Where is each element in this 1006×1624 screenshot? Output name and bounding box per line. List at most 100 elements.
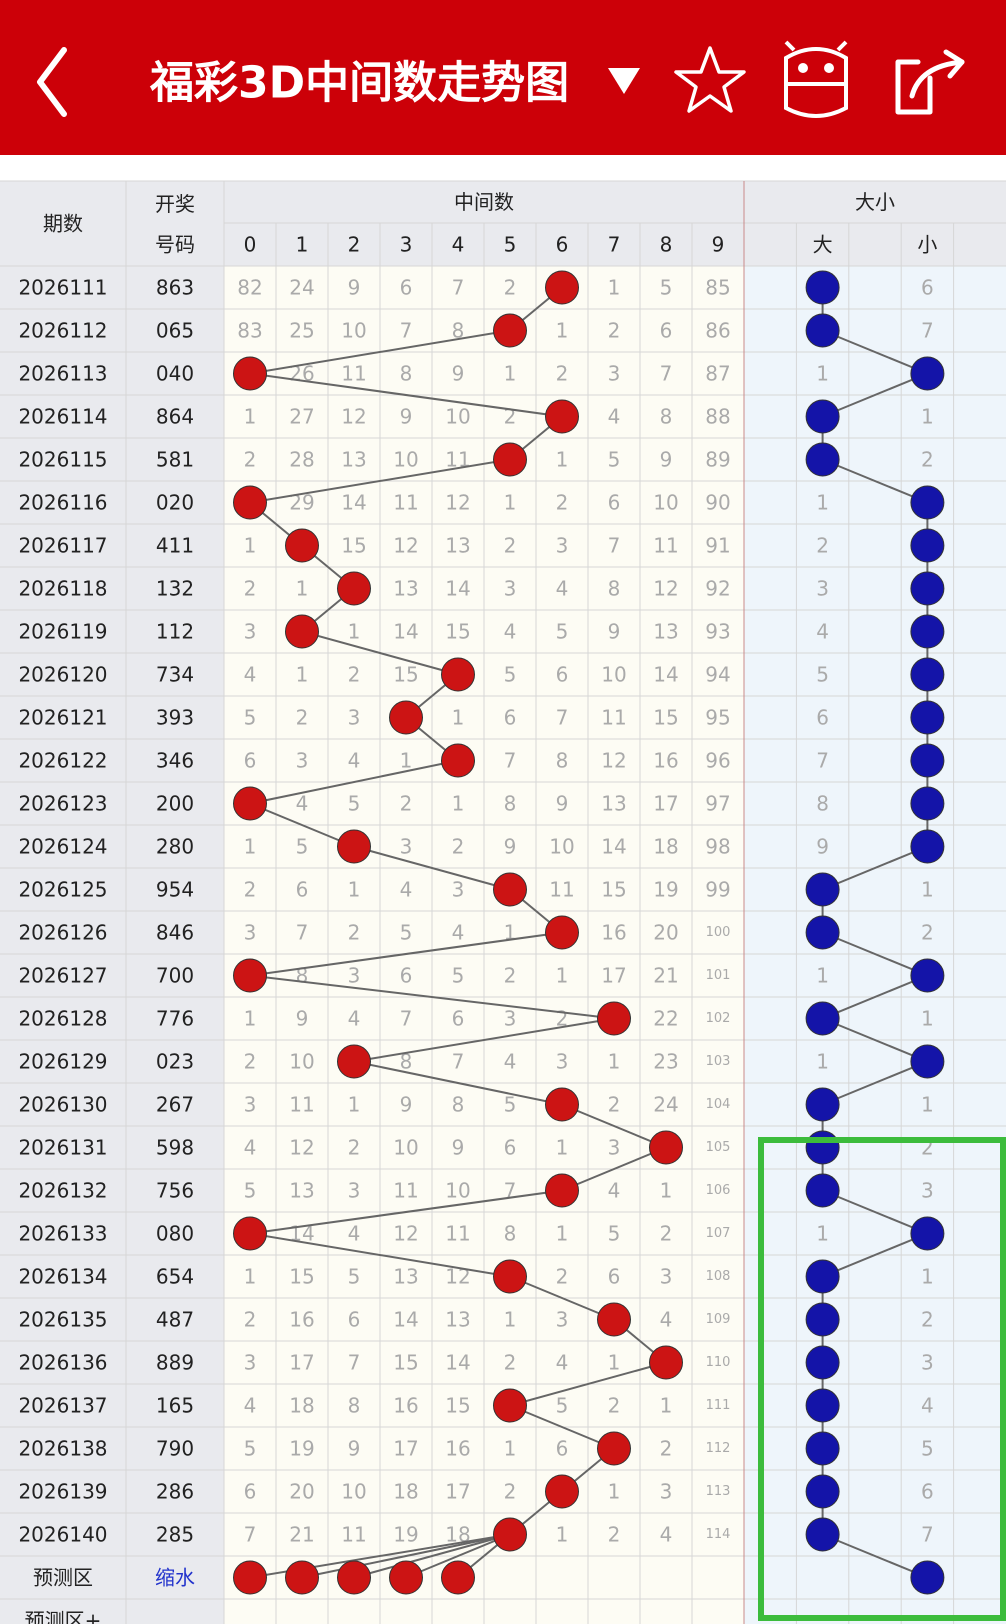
omission-count: 1	[348, 620, 361, 644]
back-button[interactable]	[37, 47, 67, 117]
omission-count: 7	[452, 1050, 465, 1074]
omission-count: 8	[816, 792, 829, 816]
omission-count: 103	[706, 1054, 731, 1069]
omission-count: 3	[348, 1179, 361, 1203]
size-ball	[805, 1001, 840, 1036]
omission-count: 5	[816, 663, 829, 687]
left-background	[0, 266, 224, 1624]
omission-count: 8	[504, 792, 517, 816]
digit-header: 8	[660, 233, 673, 257]
trend-line	[822, 329, 928, 375]
trend-line	[249, 931, 563, 977]
draw-number: 776	[156, 1007, 194, 1031]
omission-count: 3	[608, 362, 621, 386]
omission-count: 2	[452, 835, 465, 859]
omission-count: 18	[393, 1480, 418, 1504]
omission-count: 1	[244, 1007, 257, 1031]
omission-count: 7	[400, 319, 413, 343]
omission-count: 1	[608, 1050, 621, 1074]
omission-count: 2	[660, 1222, 673, 1246]
omission-count: 13	[445, 534, 470, 558]
omission-count: 14	[393, 1308, 418, 1332]
omission-count: 105	[706, 1140, 731, 1155]
draw-number: 346	[156, 749, 194, 773]
size-header: 小	[917, 233, 937, 257]
hit-ball	[337, 829, 371, 864]
hit-ball	[233, 356, 267, 391]
draw-number: 846	[156, 921, 194, 945]
omission-count: 19	[393, 1523, 418, 1547]
favorite-icon[interactable]	[674, 46, 746, 113]
omission-count: 3	[452, 878, 465, 902]
omission-count: 1	[556, 964, 569, 988]
omission-count: 3	[660, 1265, 673, 1289]
size-ball	[910, 528, 945, 563]
omission-count: 17	[445, 1480, 470, 1504]
trend-line	[405, 1533, 511, 1579]
title-dropdown[interactable]	[608, 68, 640, 94]
trend-line	[822, 458, 928, 504]
draw-number: 393	[156, 706, 194, 730]
omission-count: 2	[244, 1050, 257, 1074]
robot-icon[interactable]	[784, 40, 848, 118]
size-ball	[805, 1388, 840, 1423]
hit-ball	[337, 1044, 371, 1079]
size-ball	[910, 1216, 945, 1251]
size-ball	[805, 313, 840, 348]
omission-count: 16	[445, 1437, 470, 1461]
omission-count: 3	[504, 577, 517, 601]
omission-count: 9	[452, 362, 465, 386]
omission-count: 1	[660, 1394, 673, 1418]
size-ball	[805, 872, 840, 907]
omission-count: 6	[296, 878, 309, 902]
digit-header: 0	[244, 233, 257, 257]
omission-count: 87	[705, 362, 730, 386]
size-ball	[910, 958, 945, 993]
omission-count: 4	[244, 1136, 257, 1160]
omission-count: 1	[244, 1265, 257, 1289]
draw-number: 285	[156, 1523, 194, 1547]
omission-count: 1	[244, 534, 257, 558]
omission-count: 10	[341, 1480, 366, 1504]
omission-count: 14	[393, 620, 418, 644]
omission-count: 1	[504, 362, 517, 386]
omission-count: 2	[608, 1093, 621, 1117]
omission-count: 1	[556, 1136, 569, 1160]
omission-count: 19	[289, 1437, 314, 1461]
omission-count: 11	[341, 362, 366, 386]
omission-count: 9	[452, 1136, 465, 1160]
omission-count: 12	[393, 1222, 418, 1246]
share-icon[interactable]	[895, 49, 965, 115]
omission-count: 3	[348, 964, 361, 988]
trend-line	[249, 458, 511, 504]
period: 2026120	[18, 663, 107, 687]
hit-ball	[441, 657, 475, 692]
size-ball	[805, 399, 840, 434]
omission-count: 8	[348, 1394, 361, 1418]
omission-count: 85	[705, 276, 730, 300]
omission-count: 3	[921, 1351, 934, 1375]
hit-ball	[493, 313, 527, 348]
period: 2026118	[18, 577, 107, 601]
omission-count: 4	[348, 1007, 361, 1031]
draw-number: 267	[156, 1093, 194, 1117]
omission-count: 6	[244, 1480, 257, 1504]
omission-count: 11	[653, 534, 678, 558]
hit-ball	[597, 1001, 631, 1036]
omission-count: 15	[445, 620, 470, 644]
omission-count: 10	[341, 319, 366, 343]
digit-header: 7	[608, 233, 621, 257]
omission-count: 2	[504, 1480, 517, 1504]
omission-count: 16	[393, 1394, 418, 1418]
trend-line	[822, 1533, 928, 1579]
omission-count: 4	[348, 1222, 361, 1246]
omission-count: 7	[244, 1523, 257, 1547]
omission-count: 12	[289, 1136, 314, 1160]
hit-ball	[493, 1388, 527, 1423]
omission-count: 5	[244, 1179, 257, 1203]
shrink-link[interactable]: 缩水	[155, 1566, 195, 1590]
column-header: 期数	[43, 212, 83, 236]
trend-line	[509, 1361, 667, 1407]
size-ball	[805, 1173, 840, 1208]
size-ball	[805, 1087, 840, 1122]
